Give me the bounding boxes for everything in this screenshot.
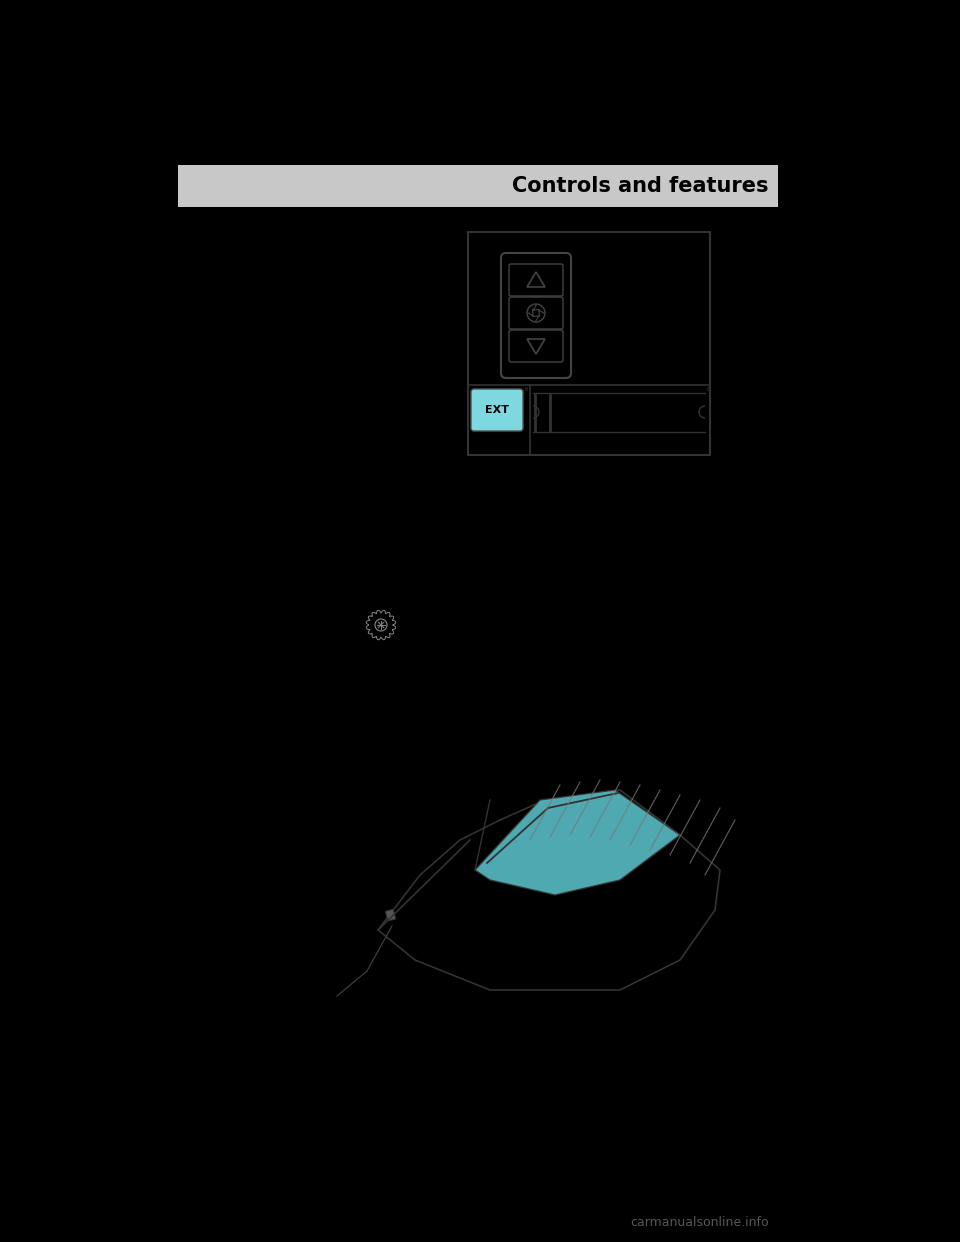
- Polygon shape: [475, 790, 680, 895]
- Bar: [385, 909, 396, 922]
- Text: Controls and features: Controls and features: [512, 176, 768, 196]
- FancyBboxPatch shape: [471, 389, 523, 431]
- Text: °: °: [522, 388, 527, 397]
- Text: °: °: [706, 388, 710, 397]
- Bar: [178, 165, 778, 207]
- Text: EXT: EXT: [485, 405, 509, 415]
- Bar: [468, 232, 710, 455]
- Text: carmanualsonline.info: carmanualsonline.info: [631, 1216, 769, 1228]
